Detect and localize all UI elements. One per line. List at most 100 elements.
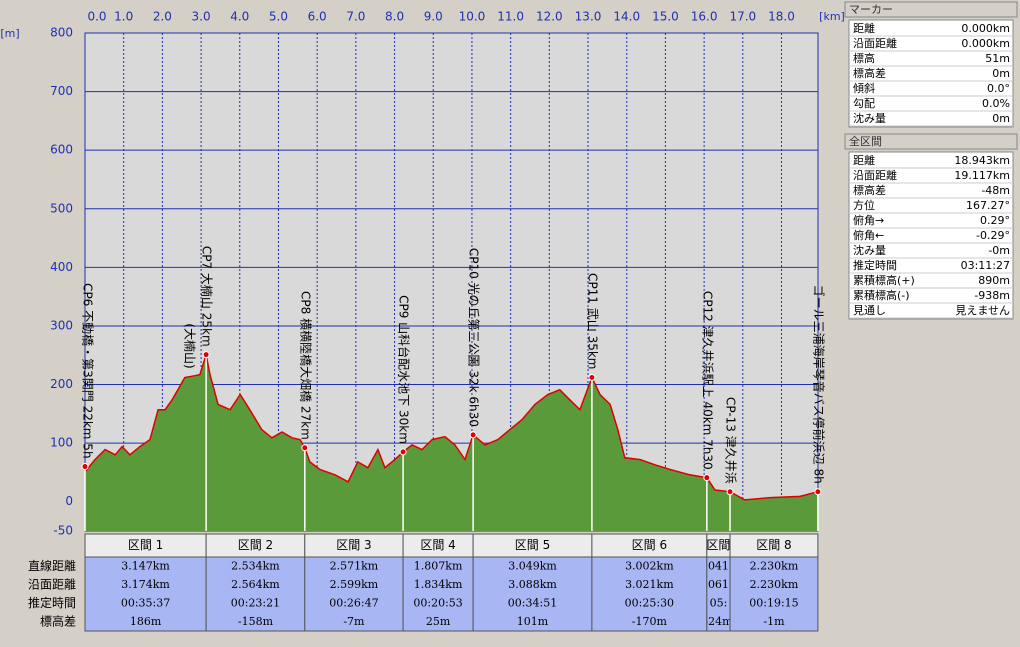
panel-value: -0.29° bbox=[976, 229, 1010, 242]
row-label: 沿面距離 bbox=[28, 577, 76, 591]
section-value: 2.230km bbox=[750, 559, 799, 572]
y-tick-label: -50 bbox=[53, 524, 73, 538]
panel-value: 167.27° bbox=[966, 199, 1010, 212]
panel-label: 沈み量 bbox=[853, 243, 886, 257]
section-value: 3.049km bbox=[508, 559, 557, 572]
checkpoint-label: CP11 武山 35km bbox=[585, 273, 599, 369]
panel-box bbox=[848, 151, 1014, 320]
checkpoint-marker bbox=[726, 488, 734, 496]
checkpoint-label: CP12 津久井浜駅上 40km 7h30 bbox=[700, 291, 714, 470]
panel-value: 0.0° bbox=[987, 82, 1010, 95]
section-value: 2.230km bbox=[750, 578, 799, 591]
panel-label: 俯角→ bbox=[853, 213, 884, 227]
panel-box bbox=[848, 19, 1014, 128]
section-value: 00:23:21 bbox=[231, 596, 280, 609]
section-header: 区間 8 bbox=[756, 538, 791, 552]
section-value: 00:25:30 bbox=[625, 596, 674, 609]
section-value: 00:19:15 bbox=[749, 596, 798, 609]
panel-value: 19.117km bbox=[954, 169, 1010, 182]
panel-value: 51m bbox=[985, 52, 1010, 65]
section-value: 25m bbox=[426, 615, 451, 628]
panel-value: 0.0% bbox=[982, 97, 1010, 110]
section-header: 区間 4 bbox=[420, 538, 455, 552]
section-value: -158m bbox=[238, 615, 274, 628]
elevation-line bbox=[84, 354, 819, 501]
checkpoint-label: CP10 光の丘第三公園 32k 6h30 bbox=[467, 248, 481, 427]
x-tick-label: 3.0 bbox=[192, 10, 211, 24]
section-value: 186m bbox=[130, 615, 162, 628]
panel-value: 0m bbox=[992, 67, 1010, 80]
panel-label: 勾配 bbox=[853, 97, 875, 110]
x-tick-label: 7.0 bbox=[346, 10, 365, 24]
checkpoint-label: CP8 横横陸橋大畑橋 27km bbox=[298, 291, 312, 440]
x-tick-label: 2.0 bbox=[153, 10, 172, 24]
checkpoint-label: CP6 不動橋・第3関門 22km 5h bbox=[81, 283, 95, 458]
y-axis-label: [m] bbox=[0, 27, 19, 40]
x-tick-label: 11.0 bbox=[497, 10, 524, 24]
section-data-cell bbox=[205, 556, 306, 632]
panel-label: 見通し bbox=[853, 304, 886, 317]
section-value: 3.174km bbox=[121, 578, 170, 591]
section-header: 区間 5 bbox=[515, 538, 550, 552]
x-tick-label: 5.0 bbox=[269, 10, 288, 24]
panel-title: 全区間 bbox=[849, 134, 882, 148]
checkpoint-marker bbox=[703, 474, 711, 482]
panel-value: 0.29° bbox=[980, 214, 1010, 227]
section-value: 2.599km bbox=[330, 578, 379, 591]
checkpoint-sublabel: (大楠山) bbox=[183, 323, 198, 368]
section-value: 3.002km bbox=[625, 559, 674, 572]
panel-value: 18.943km bbox=[954, 154, 1010, 167]
section-value: 00:26:47 bbox=[329, 596, 378, 609]
x-tick-label: 15.0 bbox=[652, 10, 679, 24]
panel-label: 沿面距離 bbox=[853, 36, 897, 50]
panel-value: 見えません bbox=[955, 304, 1010, 317]
panel-value: -938m bbox=[974, 289, 1010, 302]
section-value: -1m bbox=[763, 615, 785, 628]
checkpoint-label: CP-13 津久井浜 bbox=[724, 397, 738, 484]
section-value: 00:35:37 bbox=[121, 596, 170, 609]
x-tick-label: 18.0 bbox=[768, 10, 795, 24]
checkpoint-marker bbox=[814, 488, 822, 496]
x-tick-label: 12.0 bbox=[536, 10, 563, 24]
checkpoint-marker bbox=[81, 463, 89, 471]
checkpoint-label: ゴール三浦海岸琴音バス停前浜辺 8h bbox=[811, 285, 826, 484]
checkpoint-marker bbox=[588, 373, 596, 381]
x-tick-label: 9.0 bbox=[424, 10, 443, 24]
x-axis-label: [km] bbox=[819, 10, 845, 23]
section-value: 2.564km bbox=[231, 578, 280, 591]
section-value: 1.834km bbox=[414, 578, 463, 591]
section-value: 1.807km bbox=[414, 559, 463, 572]
panel-label: 沈み量 bbox=[853, 111, 886, 125]
section-value: 3.088km bbox=[508, 578, 557, 591]
section-data-cell bbox=[84, 556, 207, 632]
panel-label: 距離 bbox=[853, 21, 875, 35]
section-value: 2.571km bbox=[330, 559, 379, 572]
panel-value: 0m bbox=[992, 112, 1010, 125]
panel-label: 傾斜 bbox=[853, 81, 875, 95]
section-header: 区間 bbox=[706, 538, 730, 552]
x-tick-label: 1.0 bbox=[114, 10, 133, 24]
panel-value: 890m bbox=[978, 274, 1010, 287]
section-value: 061 bbox=[708, 578, 729, 591]
y-tick-label: 300 bbox=[50, 318, 73, 332]
row-label: 推定時間 bbox=[28, 595, 76, 610]
section-value: 3.021km bbox=[625, 578, 674, 591]
section-data-cell bbox=[402, 556, 474, 632]
section-value: -170m bbox=[632, 615, 668, 628]
panel-label: 累積標高(-) bbox=[853, 288, 910, 302]
y-tick-label: 800 bbox=[50, 26, 73, 40]
panel-label: 標高差 bbox=[853, 66, 886, 80]
x-tick-label: 13.0 bbox=[575, 10, 602, 24]
y-tick-label: 500 bbox=[50, 201, 73, 215]
panel-value: 0.000km bbox=[961, 37, 1010, 50]
panel-value: 0.000km bbox=[961, 22, 1010, 35]
section-header: 区間 2 bbox=[238, 538, 273, 552]
x-tick-label: 8.0 bbox=[385, 10, 404, 24]
x-tick-label: 14.0 bbox=[613, 10, 640, 24]
x-tick-label: 17.0 bbox=[729, 10, 756, 24]
y-tick-label: 400 bbox=[50, 260, 73, 274]
checkpoint-label: CP7 大楠山 25km bbox=[200, 246, 215, 347]
section-value: 041 bbox=[708, 559, 729, 572]
